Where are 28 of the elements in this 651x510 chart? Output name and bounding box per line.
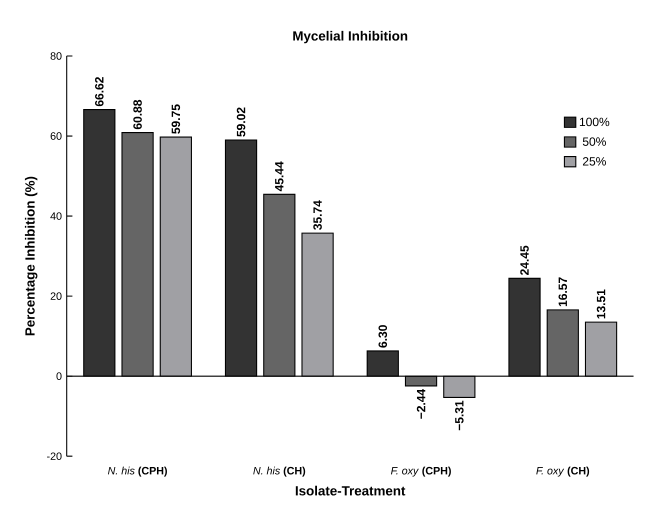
data-label: 59.75 <box>172 104 180 134</box>
data-label: 66.62 <box>95 77 104 106</box>
data-label: −2.44 <box>416 389 426 419</box>
data-label: 60.88 <box>133 100 142 130</box>
y-tick-label: 0 <box>56 372 62 380</box>
y-tick-label: -20 <box>47 452 62 460</box>
data-label: −5.31 <box>455 400 464 430</box>
data-label: 6.30 <box>378 325 388 348</box>
data-label: 24.45 <box>520 246 529 276</box>
x-tick-label: F. oxy (CH) <box>536 466 590 477</box>
chart-title: Mycelial Inhibition <box>293 31 408 44</box>
y-axis-title: Percentage Inhibition (%) <box>24 176 38 336</box>
y-tick-label: 80 <box>50 52 62 60</box>
x-tick-label: N. his (CPH) <box>108 466 167 477</box>
legend-label: 25% <box>582 157 606 166</box>
data-label: 35.74 <box>313 200 322 230</box>
data-label: 16.57 <box>558 278 568 306</box>
data-label: 45.44 <box>275 162 284 192</box>
x-axis-title: Isolate-Treatment <box>296 486 406 496</box>
y-tick-label: 20 <box>50 292 62 300</box>
x-tick-label: N. his (CH) <box>253 466 306 477</box>
legend-label: 50% <box>582 138 606 146</box>
x-tick-label: F. oxy (CPH) <box>390 466 451 477</box>
legend-label: 100% <box>580 118 610 126</box>
y-tick-label: 40 <box>50 212 62 220</box>
data-label: 59.02 <box>236 108 246 137</box>
data-label: 13.51 <box>596 290 606 319</box>
y-tick-label: 60 <box>50 132 62 140</box>
